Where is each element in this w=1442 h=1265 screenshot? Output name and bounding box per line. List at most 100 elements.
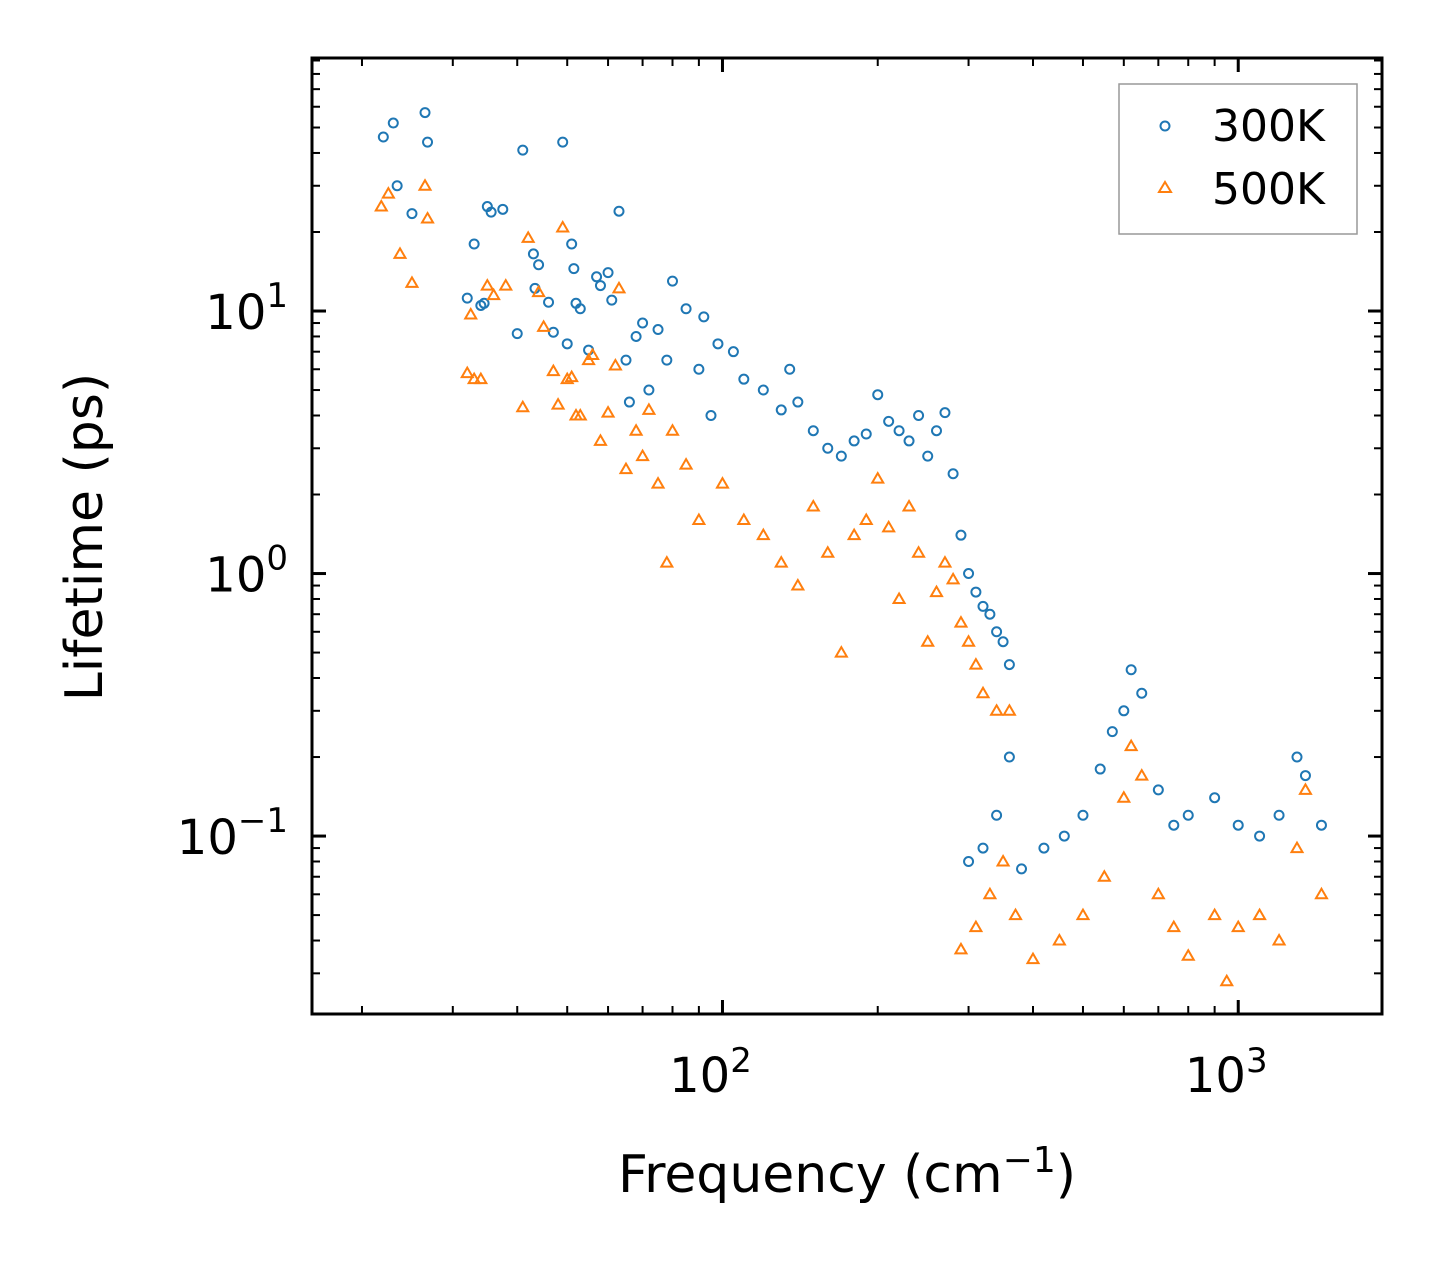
point-500K — [715, 476, 730, 489]
point-500K — [834, 645, 849, 658]
point-300K — [478, 297, 490, 309]
point-300K — [1209, 792, 1221, 804]
point-300K — [557, 136, 569, 148]
point-300K — [1182, 809, 1194, 821]
point-300K — [991, 809, 1003, 821]
point-500K — [1298, 782, 1313, 795]
point-500K — [1025, 951, 1041, 965]
point-300K — [497, 203, 509, 215]
point-500K — [891, 591, 907, 604]
point-300K — [547, 326, 559, 338]
point-300K — [391, 180, 403, 192]
series-500K — [374, 178, 1329, 987]
point-500K — [995, 854, 1011, 867]
point-500K — [1052, 933, 1067, 946]
point-300K — [922, 450, 934, 462]
point-500K — [1008, 907, 1023, 921]
point-300K — [822, 442, 834, 454]
point-500K — [945, 571, 961, 585]
point-500K — [846, 527, 862, 541]
point-500K — [920, 634, 935, 647]
point-300K — [883, 415, 895, 427]
point-500K — [480, 278, 495, 291]
point-300K — [1094, 763, 1106, 775]
legend-box — [1118, 83, 1358, 235]
point-300K — [1152, 784, 1164, 796]
point-500K — [473, 371, 489, 385]
point-300K — [527, 248, 539, 260]
point-500K — [1271, 933, 1287, 946]
point-500K — [460, 365, 475, 379]
point-500K — [859, 512, 874, 525]
point-500K — [650, 476, 666, 489]
point-300K — [693, 363, 705, 375]
point-500K — [881, 519, 896, 533]
point-300K — [566, 238, 578, 250]
legend: 300K 500K — [1118, 83, 1358, 235]
point-300K — [468, 238, 480, 250]
point-500K — [498, 278, 513, 291]
point-500K — [404, 275, 420, 288]
point-300K — [1106, 726, 1118, 738]
point-300K — [903, 435, 915, 447]
point-300K — [406, 208, 418, 220]
point-300K — [913, 409, 925, 421]
point-500K — [628, 423, 644, 436]
point-300K — [1299, 770, 1311, 782]
point-300K — [1016, 863, 1028, 875]
point-300K — [963, 856, 975, 868]
point-300K — [591, 271, 603, 283]
point-300K — [602, 267, 614, 279]
point-500K — [1123, 738, 1139, 752]
point-300K — [947, 468, 959, 480]
point-300K — [775, 404, 787, 416]
point-300K — [620, 354, 632, 366]
x-axis-label: Frequency (cm−1) — [618, 1140, 1076, 1205]
point-500K — [975, 685, 991, 699]
point-300K — [1291, 751, 1303, 763]
point-300K — [1232, 819, 1244, 831]
point-500K — [1134, 768, 1149, 781]
point-300K — [377, 131, 389, 143]
point-500K — [520, 230, 536, 243]
point-500K — [806, 499, 821, 512]
point-300K — [517, 144, 529, 156]
point-500K — [559, 371, 575, 385]
point-300K — [613, 205, 625, 217]
point-300K — [738, 373, 750, 385]
point-300K — [977, 842, 989, 854]
legend-label-500k: 500K — [1212, 164, 1326, 215]
x-tick-label: 103 — [1185, 1041, 1268, 1104]
point-300K — [1315, 819, 1327, 831]
point-500K — [665, 423, 680, 436]
point-300K — [848, 435, 860, 447]
point-300K — [970, 586, 982, 598]
point-500K — [392, 246, 408, 259]
point-500K — [953, 941, 969, 955]
point-500K — [961, 634, 976, 647]
point-300K — [955, 529, 967, 541]
point-500K — [736, 512, 752, 525]
point-300K — [757, 384, 769, 396]
point-300K — [461, 292, 473, 304]
point-500K — [593, 433, 608, 446]
point-500K — [691, 512, 707, 525]
point-300K — [991, 626, 1003, 638]
point-300K — [1125, 664, 1137, 676]
legend-label-300k: 300K — [1212, 101, 1326, 152]
series-points — [374, 107, 1329, 987]
point-300K — [574, 303, 586, 315]
point-500K — [573, 407, 588, 421]
point-500K — [756, 527, 771, 541]
point-500K — [1116, 790, 1132, 803]
series-300K — [377, 107, 1327, 875]
point-300K — [1118, 705, 1130, 717]
point-500K — [678, 457, 694, 470]
point-300K — [561, 338, 573, 350]
point-500K — [911, 545, 926, 558]
point-500K — [515, 399, 531, 413]
y-axis-label: Lifetime (ps) — [55, 373, 115, 701]
point-300K — [1077, 809, 1089, 821]
point-500K — [953, 615, 969, 628]
point-300K — [387, 117, 399, 129]
